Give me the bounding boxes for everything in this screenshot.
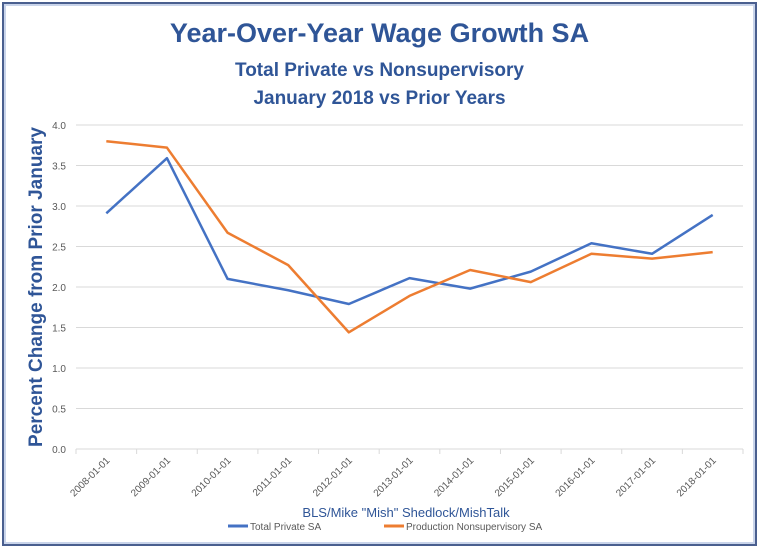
- x-tick-label: 2010-01-01: [190, 455, 234, 499]
- y-axis-label: Percent Change from Prior January: [26, 127, 47, 447]
- y-tick-label: 4.0: [52, 121, 66, 132]
- legend-label: Total Private SA: [250, 522, 321, 533]
- series-line-1: [106, 139, 713, 334]
- x-tick-label: 2018-01-01: [675, 455, 719, 499]
- chart-subtitle-1: Total Private vs Nonsupervisory: [235, 60, 524, 81]
- series-line-0: [105, 156, 714, 306]
- x-tick-label: 2014-01-01: [432, 455, 476, 499]
- y-tick-label: 2.5: [52, 243, 66, 254]
- x-tick-label: 2016-01-01: [554, 455, 598, 499]
- y-tick-label: 3.0: [52, 202, 66, 213]
- y-tick-label: 3.5: [52, 162, 66, 173]
- chart-subtitle-2: January 2018 vs Prior Years: [253, 88, 506, 109]
- x-tick-label: 2012-01-01: [311, 455, 355, 499]
- y-tick-label: 0.5: [52, 405, 66, 416]
- x-tick-label: 2011-01-01: [251, 455, 295, 499]
- x-tick-label: 2017-01-01: [614, 455, 658, 499]
- y-tick-label: 2.0: [52, 283, 66, 294]
- y-tick-label: 0.0: [52, 445, 66, 456]
- x-tick-label: 2013-01-01: [372, 455, 416, 499]
- chart-title: Year-Over-Year Wage Growth SA: [169, 18, 590, 48]
- x-tick-label: 2009-01-01: [129, 455, 173, 499]
- x-tick-label: 2008-01-01: [68, 455, 112, 499]
- legend-label: Production Nonsupervisory SA: [406, 522, 543, 533]
- x-axis-label: BLS/Mike "Mish" Shedlock/MishTalk: [302, 505, 510, 520]
- x-tick-label: 2015-01-01: [493, 455, 537, 499]
- y-tick-label: 1.0: [52, 364, 66, 375]
- y-tick-label: 1.5: [52, 324, 66, 335]
